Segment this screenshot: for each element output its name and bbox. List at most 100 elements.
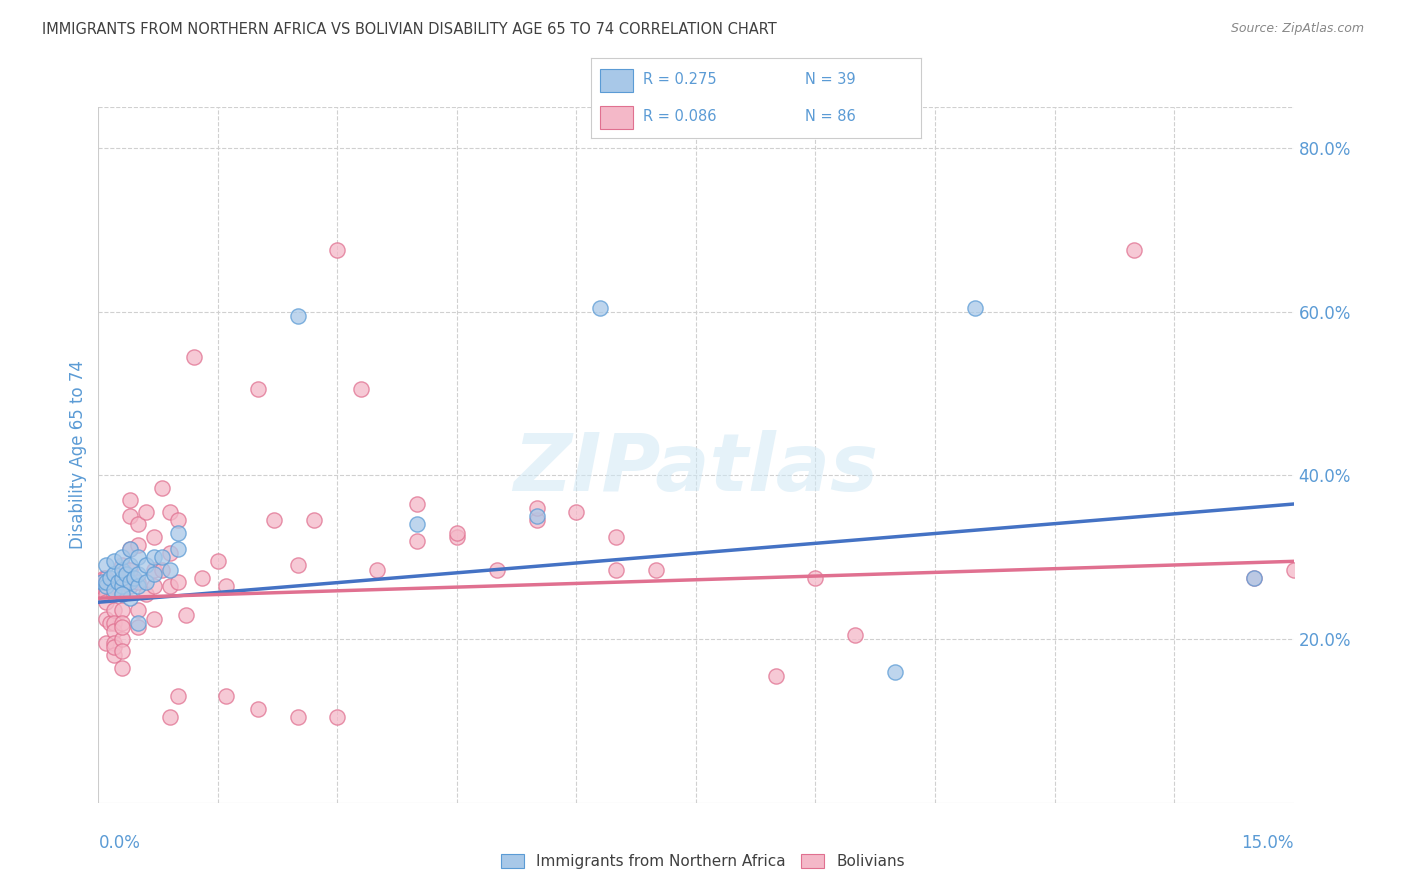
Point: [127, 574, 149, 589]
Point: [111, 632, 134, 646]
Point: [167, 525, 190, 540]
Point: [350, 383, 373, 397]
Point: [127, 603, 149, 617]
Point: [167, 542, 190, 557]
Point: [191, 571, 214, 585]
Point: [174, 607, 197, 622]
Point: [111, 562, 134, 576]
Point: [246, 701, 269, 715]
Point: [302, 513, 325, 527]
Point: [446, 530, 468, 544]
Point: [135, 587, 157, 601]
Point: [1282, 562, 1305, 576]
Point: [90, 579, 112, 593]
Point: [844, 628, 866, 642]
Point: [111, 620, 134, 634]
Point: [884, 665, 907, 679]
Point: [111, 579, 134, 593]
Point: [96, 587, 118, 601]
Point: [287, 710, 309, 724]
Point: [406, 533, 429, 548]
Point: [96, 571, 118, 585]
Point: [111, 587, 134, 601]
Point: [111, 661, 134, 675]
Point: [366, 562, 388, 576]
Point: [91, 574, 114, 589]
Point: [127, 566, 149, 581]
Point: [765, 669, 787, 683]
Point: [215, 690, 238, 704]
Point: [135, 505, 157, 519]
Point: [605, 530, 627, 544]
Point: [645, 562, 668, 576]
Point: [589, 301, 612, 315]
Point: [406, 497, 429, 511]
Point: [111, 644, 134, 658]
Point: [107, 574, 129, 589]
Text: N = 39: N = 39: [806, 72, 856, 87]
Point: [135, 574, 157, 589]
Point: [96, 574, 118, 589]
Point: [127, 538, 149, 552]
Text: ZIPatlas: ZIPatlas: [513, 430, 879, 508]
Point: [103, 603, 125, 617]
Point: [159, 546, 181, 560]
Point: [1243, 571, 1265, 585]
Point: [111, 571, 134, 585]
Point: [167, 513, 190, 527]
Point: [91, 574, 114, 589]
Point: [120, 579, 142, 593]
Point: [96, 595, 118, 609]
Point: [246, 383, 269, 397]
Point: [120, 558, 142, 573]
Point: [406, 517, 429, 532]
Point: [605, 562, 627, 576]
Point: [150, 481, 173, 495]
Point: [103, 582, 125, 597]
Point: [100, 615, 122, 630]
Point: [326, 244, 349, 258]
Point: [127, 579, 149, 593]
Point: [167, 574, 190, 589]
Point: [287, 558, 309, 573]
Point: [120, 542, 142, 557]
Text: IMMIGRANTS FROM NORTHERN AFRICA VS BOLIVIAN DISABILITY AGE 65 TO 74 CORRELATION : IMMIGRANTS FROM NORTHERN AFRICA VS BOLIV…: [42, 22, 778, 37]
Point: [565, 505, 588, 519]
Point: [1123, 244, 1146, 258]
Point: [143, 612, 166, 626]
Point: [96, 558, 118, 573]
Point: [111, 550, 134, 565]
Point: [287, 309, 309, 323]
Point: [127, 615, 149, 630]
Point: [103, 636, 125, 650]
Point: [150, 550, 173, 565]
Point: [1243, 571, 1265, 585]
Point: [804, 571, 827, 585]
Point: [159, 579, 181, 593]
Point: [103, 624, 125, 638]
Y-axis label: Disability Age 65 to 74: Disability Age 65 to 74: [69, 360, 87, 549]
Point: [103, 587, 125, 601]
Point: [115, 566, 138, 581]
Point: [127, 517, 149, 532]
Point: [103, 648, 125, 663]
Point: [326, 710, 349, 724]
Text: N = 86: N = 86: [806, 109, 856, 124]
Point: [159, 562, 181, 576]
Point: [143, 530, 166, 544]
Point: [207, 554, 229, 568]
Point: [96, 636, 118, 650]
Point: [159, 505, 181, 519]
Point: [103, 640, 125, 655]
Point: [103, 554, 125, 568]
Point: [143, 566, 166, 581]
Point: [143, 579, 166, 593]
Point: [100, 571, 122, 585]
Point: [159, 710, 181, 724]
Bar: [600, 70, 634, 92]
Point: [120, 574, 142, 589]
Point: [103, 615, 125, 630]
Point: [120, 542, 142, 557]
Point: [135, 558, 157, 573]
Point: [96, 612, 118, 626]
